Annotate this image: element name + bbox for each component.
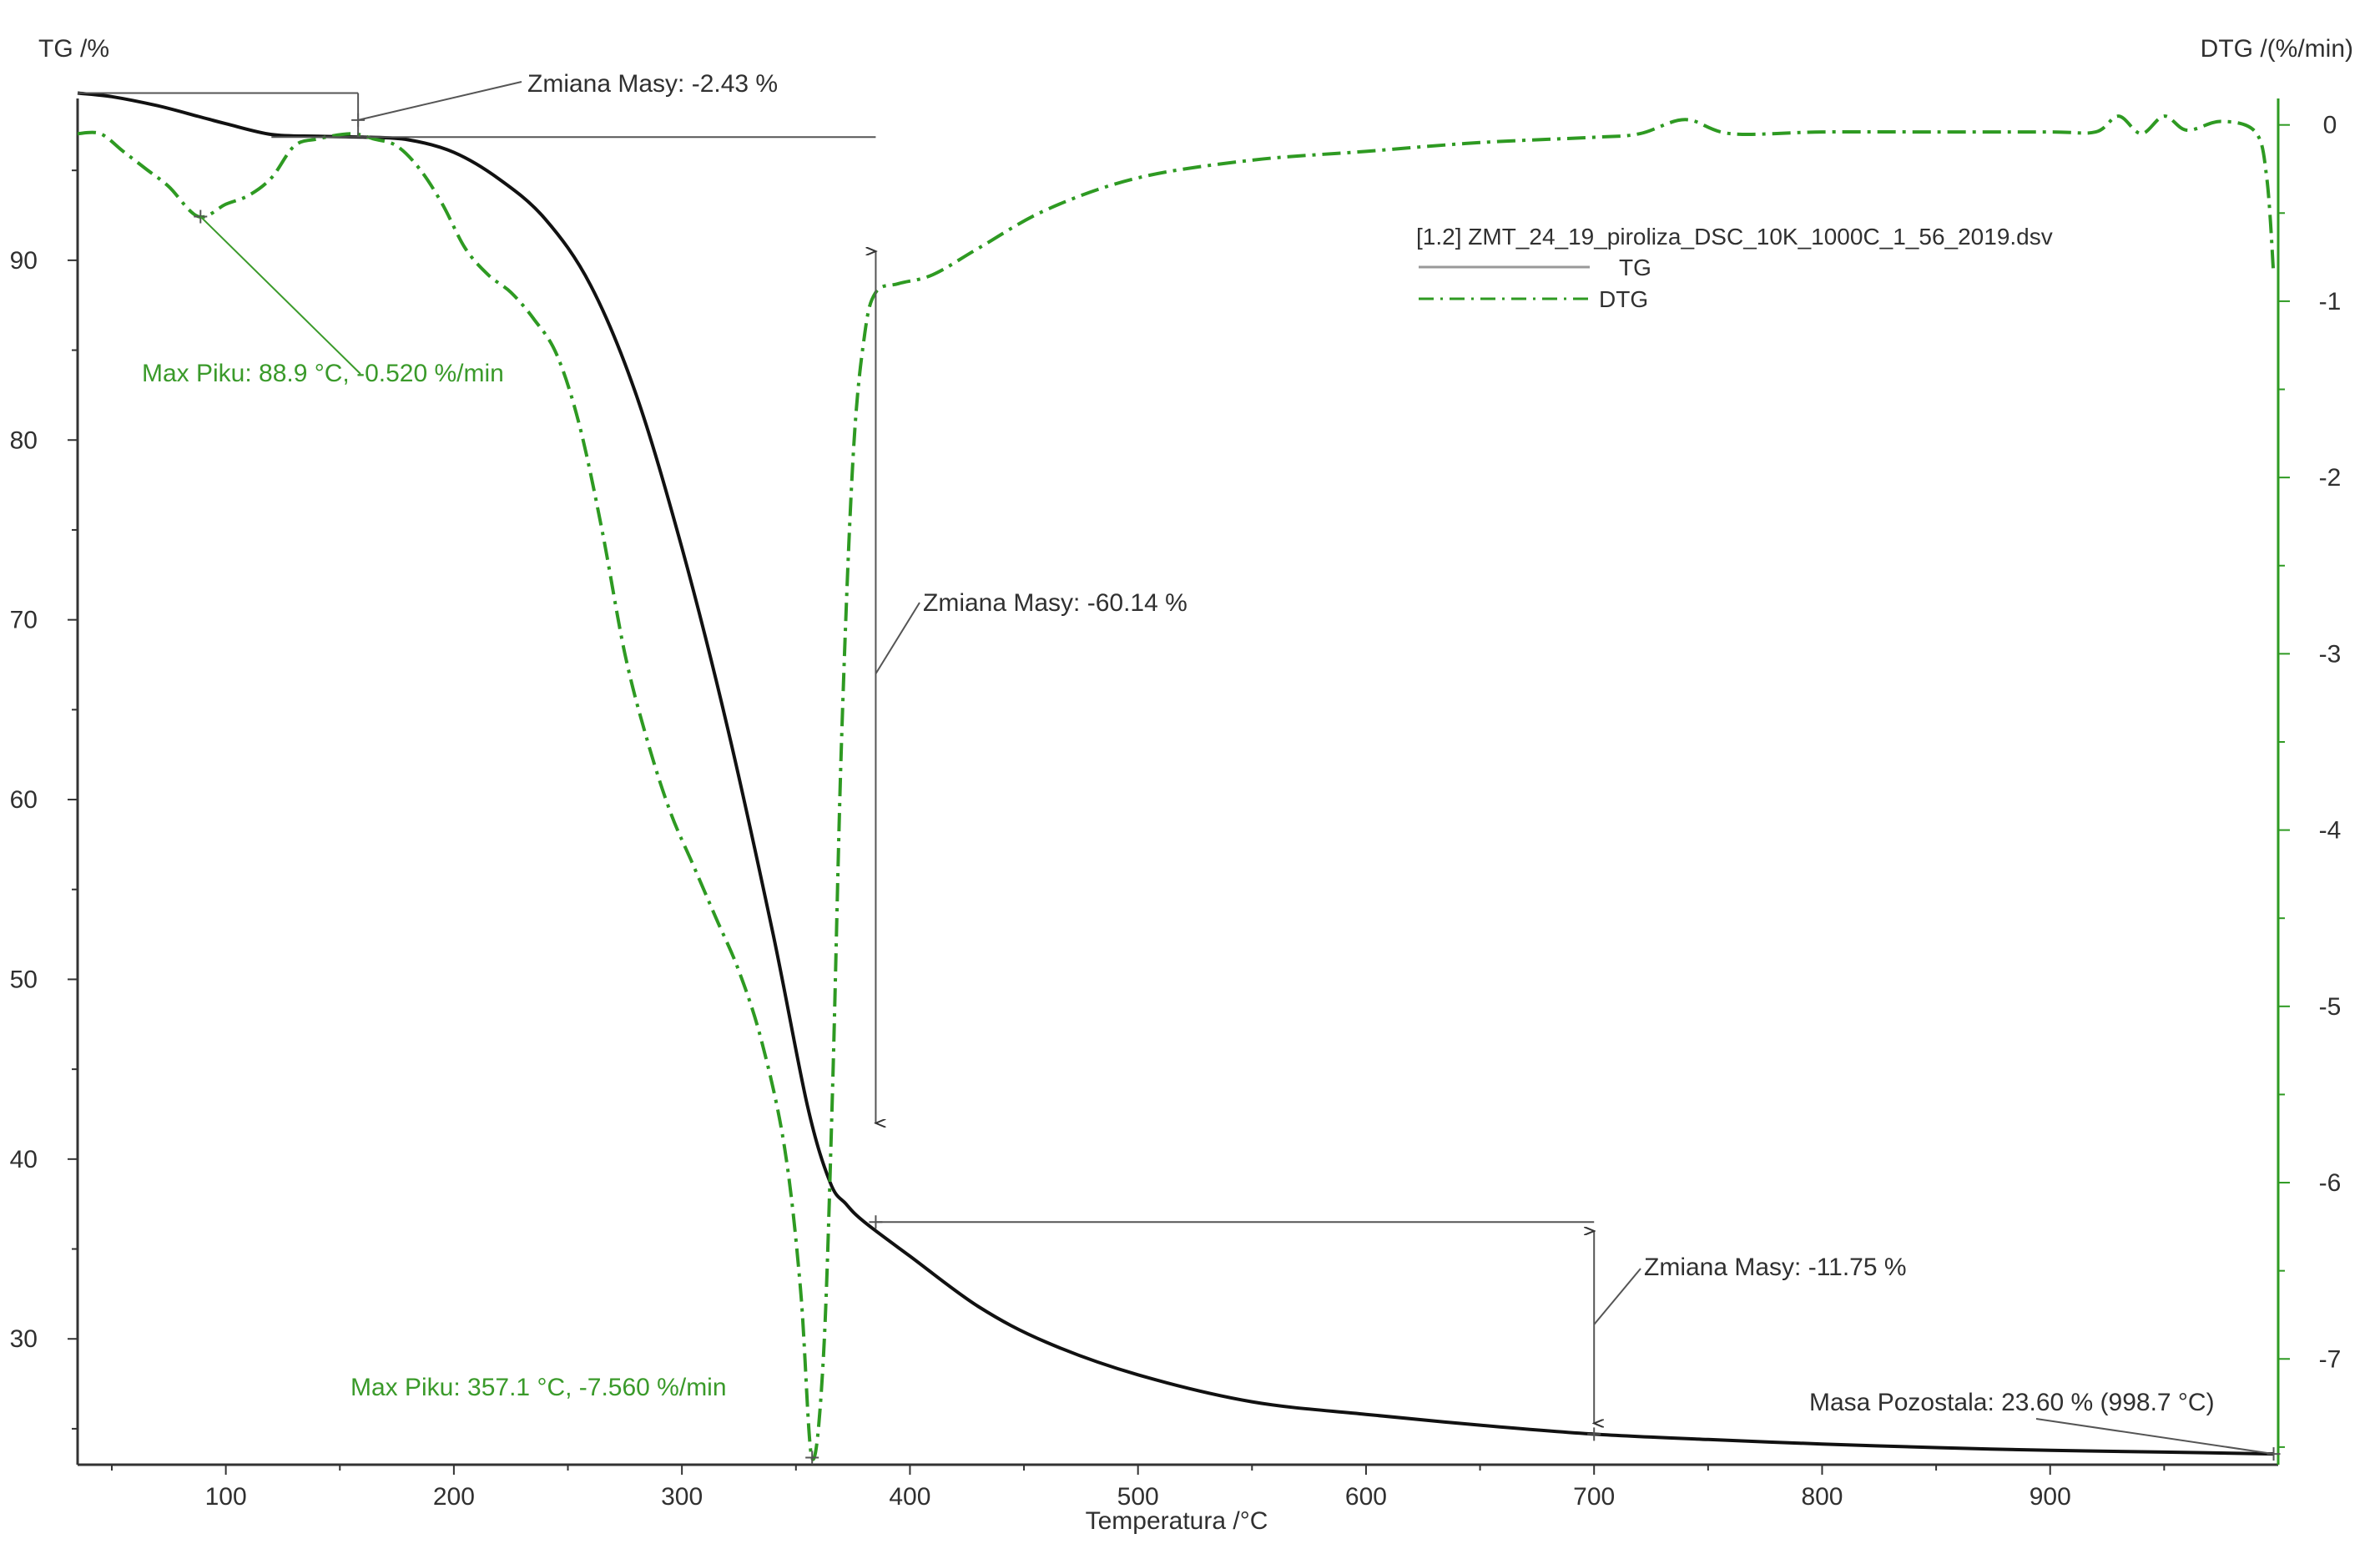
annotation-mass-change-3: Zmiana Masy: -11.75 % [1644, 1254, 1907, 1281]
y-right-tick-label: -3 [2319, 640, 2342, 668]
legend-file-name: [1.2] ZMT_24_19_piroliza_DSC_10K_1000C_1… [1416, 224, 2053, 250]
annotation-mass-change-2: Zmiana Masy: -60.14 % [923, 589, 1187, 617]
x-tick-label: 800 [1801, 1483, 1843, 1511]
peak1-leader [199, 215, 361, 375]
step2-leader [875, 602, 920, 674]
annotation-peak-2: Max Piku: 357.1 °C, -7.560 %/min [350, 1374, 727, 1401]
x-tick-label: 400 [889, 1483, 930, 1511]
x-tick-label: 100 [205, 1483, 247, 1511]
y-left-tick-label: 60 [10, 786, 38, 814]
y-left-tick-label: 50 [10, 966, 38, 993]
y-right-tick-label: -6 [2319, 1169, 2342, 1197]
x-tick-label: 700 [1573, 1483, 1615, 1511]
x-tick-label: 600 [1345, 1483, 1387, 1511]
legend: [1.2] ZMT_24_19_piroliza_DSC_10K_1000C_1… [1416, 224, 2053, 312]
annotation-residual-mass: Masa Pozostala: 23.60 % (998.7 °C) [1809, 1389, 2215, 1416]
step1-leader [357, 81, 522, 121]
x-tick-label: 200 [433, 1483, 475, 1511]
x-tick-label: 500 [1117, 1483, 1159, 1511]
legend-label-tg: TG [1619, 255, 1651, 280]
y-right-tick-label: -4 [2319, 817, 2342, 845]
residual-leader [2035, 1418, 2274, 1456]
y-left-tick-label: 90 [10, 247, 38, 275]
y-left-axis-ticks: 30 40 50 60 70 80 90 [10, 169, 78, 1430]
y-left-tick-label: 30 [10, 1325, 38, 1353]
x-axis-ticks: 100 200 300 400 500 600 700 800 900 [110, 1465, 2166, 1511]
x-tick-label: 300 [661, 1483, 703, 1511]
annotation-mass-change-1: Zmiana Masy: -2.43 % [527, 70, 778, 98]
x-tick-label: 900 [2030, 1483, 2071, 1511]
y-left-tick-label: 80 [10, 426, 38, 454]
series-layer [77, 91, 2276, 1461]
y-left-tick-label: 70 [10, 607, 38, 634]
y-right-tick-label: -1 [2319, 288, 2342, 315]
y-right-tick-label: 0 [2323, 112, 2337, 139]
x-axis-title: Temperatura /°C [1086, 1507, 1268, 1535]
y-right-tick-label: -5 [2319, 993, 2342, 1021]
y-right-axis-ticks: 0 -1 -2 -3 -4 -5 -6 -7 [2278, 112, 2342, 1448]
y-left-tick-label: 40 [10, 1146, 38, 1173]
y-right-axis-title: DTG /(%/min) [2201, 35, 2353, 63]
annotation-layer [78, 81, 2281, 1465]
y-left-axis-title: TG /% [38, 35, 109, 63]
y-right-tick-label: -2 [2319, 464, 2342, 492]
annotation-peak-1: Max Piku: 88.9 °C, -0.520 %/min [142, 360, 504, 387]
y-right-tick-label: -7 [2319, 1345, 2342, 1373]
series-line-tg [77, 91, 2274, 1456]
series-line-dtg [77, 114, 2276, 1461]
legend-label-dtg: DTG [1599, 286, 1648, 312]
step3-leader [1593, 1268, 1641, 1325]
